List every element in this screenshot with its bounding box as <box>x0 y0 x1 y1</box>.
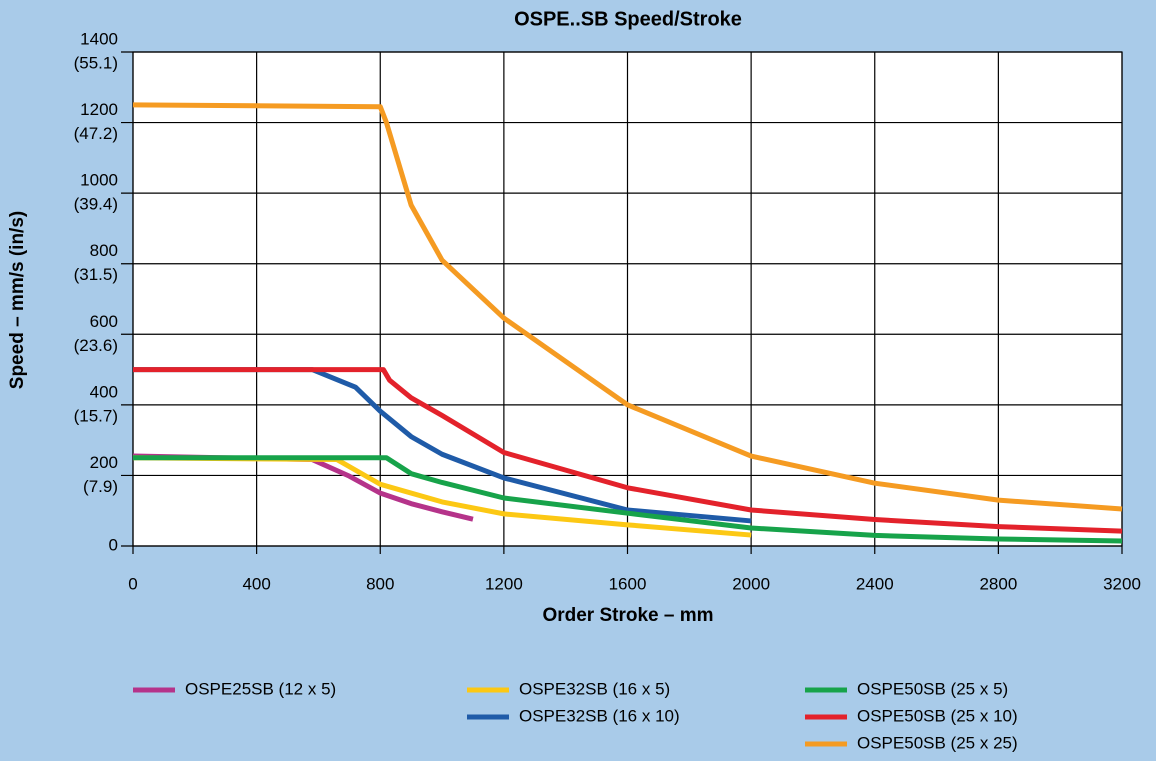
y-tick-label: 400 <box>90 382 118 401</box>
plot-border <box>132 51 1123 547</box>
legend-label: OSPE50SB (25 x 25) <box>857 733 1018 752</box>
legend-label: OSPE50SB (25 x 10) <box>857 706 1018 725</box>
y-tick-label-inches: (55.1) <box>74 53 118 72</box>
series-line <box>133 455 1123 544</box>
x-tick-label: 0 <box>128 574 137 593</box>
y-axis-label: Speed – mm/s (in/s) <box>7 211 28 389</box>
x-tick-label: 1200 <box>485 574 523 593</box>
y-tick-label-inches: (15.7) <box>74 406 118 425</box>
chart-title: OSPE..SB Speed/Stroke <box>514 8 742 30</box>
y-tick-label-inches: (31.5) <box>74 265 118 284</box>
series-line <box>133 367 752 524</box>
y-tick-label: 1200 <box>80 100 118 119</box>
legend-label: OSPE25SB (12 x 5) <box>185 679 336 698</box>
y-tick-label: 0 <box>109 535 118 554</box>
series-line <box>133 367 1123 534</box>
y-tick-label-inches: (7.9) <box>83 477 118 496</box>
legend-label: OSPE50SB (25 x 5) <box>857 679 1008 698</box>
x-tick-label: 800 <box>366 574 394 593</box>
y-tick-label: 200 <box>90 453 118 472</box>
x-tick-label: 2800 <box>979 574 1017 593</box>
y-tick-label: 600 <box>90 312 118 331</box>
x-axis-label: Order Stroke – mm <box>542 605 713 626</box>
x-tick-label: 1600 <box>609 574 647 593</box>
y-tick-label: 1400 <box>80 29 118 48</box>
x-tick-label: 400 <box>242 574 270 593</box>
legend-label: OSPE32SB (16 x 5) <box>519 679 670 698</box>
legend-label: OSPE32SB (16 x 10) <box>519 706 680 725</box>
y-tick-label: 1000 <box>80 171 118 190</box>
y-tick-label-inches: (23.6) <box>74 336 118 355</box>
series-line <box>132 102 1123 512</box>
x-tick-label: 2000 <box>732 574 770 593</box>
y-tick-label-inches: (39.4) <box>74 195 118 214</box>
x-tick-label: 2400 <box>856 574 894 593</box>
y-tick-label-inches: (47.2) <box>74 124 118 143</box>
x-tick-label: 3200 <box>1103 574 1141 593</box>
y-tick-label: 800 <box>90 241 118 260</box>
